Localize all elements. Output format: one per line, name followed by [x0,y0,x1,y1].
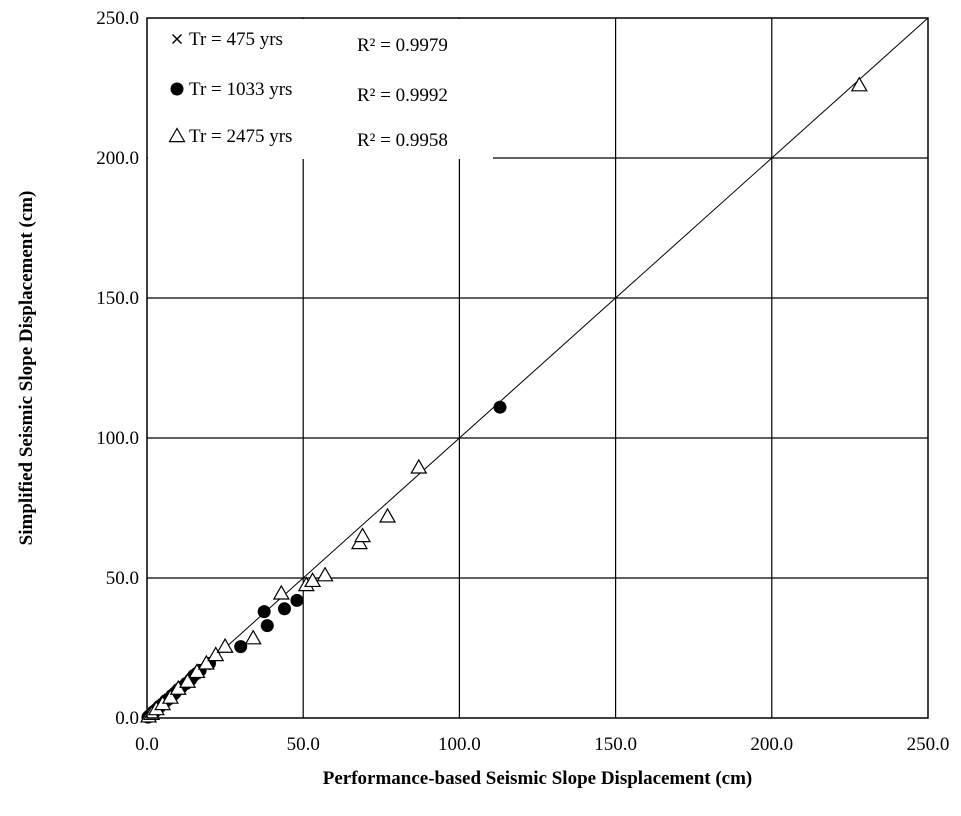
r2-label-background [347,19,493,159]
legend-entry-label: Tr = 1033 yrs [189,79,292,100]
y-axis-title: Simplified Seismic Slope Displacement (c… [16,191,37,546]
one-to-one-reference-line [146,17,929,719]
x-axis-tick-labels: 0.0 50.0 100.0 150.0 200.0 250.0 [135,734,949,755]
data-point [216,637,234,653]
data-point [290,593,304,607]
data-point [188,663,206,679]
data-point [410,458,428,474]
y-axis-tick-labels: 0.0 50.0 100.0 150.0 200.0 250.0 [96,8,139,729]
y-tick-label: 200.0 [96,148,139,169]
x-axis-title: Performance-based Seismic Slope Displace… [323,768,753,789]
x-tick-label: 250.0 [907,734,950,755]
r-squared-label: R² = 0.9992 [357,85,448,106]
data-point [260,619,274,633]
r-squared-label: R² = 0.9979 [357,35,448,56]
y-tick-label: 0.0 [115,708,139,729]
plot-area-frame [146,17,929,719]
filled-circle-marker-icon [170,82,184,96]
data-point [257,605,271,619]
legend-entry-label: Tr = 2475 yrs [189,126,292,147]
x-tick-label: 50.0 [287,734,320,755]
data-point [379,507,397,523]
legend: Tr = 475 yrs R² = 0.9979 Tr = 1033 yrs R² =… [148,19,493,159]
data-point [179,672,197,688]
legend-entry-label: Tr = 475 yrs [189,29,283,50]
cross-marker-icon [172,34,182,44]
data-point [207,646,225,662]
data-point [197,654,215,670]
x-tick-label: 0.0 [135,734,159,755]
data-point [161,688,179,704]
data-point [272,584,290,600]
data-point [354,527,372,543]
data-point [493,400,507,414]
x-tick-label: 100.0 [438,734,481,755]
x-tick-label: 150.0 [594,734,637,755]
data-point [304,572,322,588]
y-tick-label: 100.0 [96,428,139,449]
data-point [850,76,868,92]
y-tick-label: 250.0 [96,8,139,29]
data-point [316,566,334,582]
y-tick-label: 150.0 [96,288,139,309]
open-triangle-marker-icon [168,127,186,143]
data-point [244,629,262,645]
r-squared-label: R² = 0.9958 [357,130,448,151]
data-points [140,76,868,724]
data-point [234,640,248,654]
y-tick-label: 50.0 [106,568,139,589]
data-point [277,602,291,616]
x-tick-label: 200.0 [750,734,793,755]
